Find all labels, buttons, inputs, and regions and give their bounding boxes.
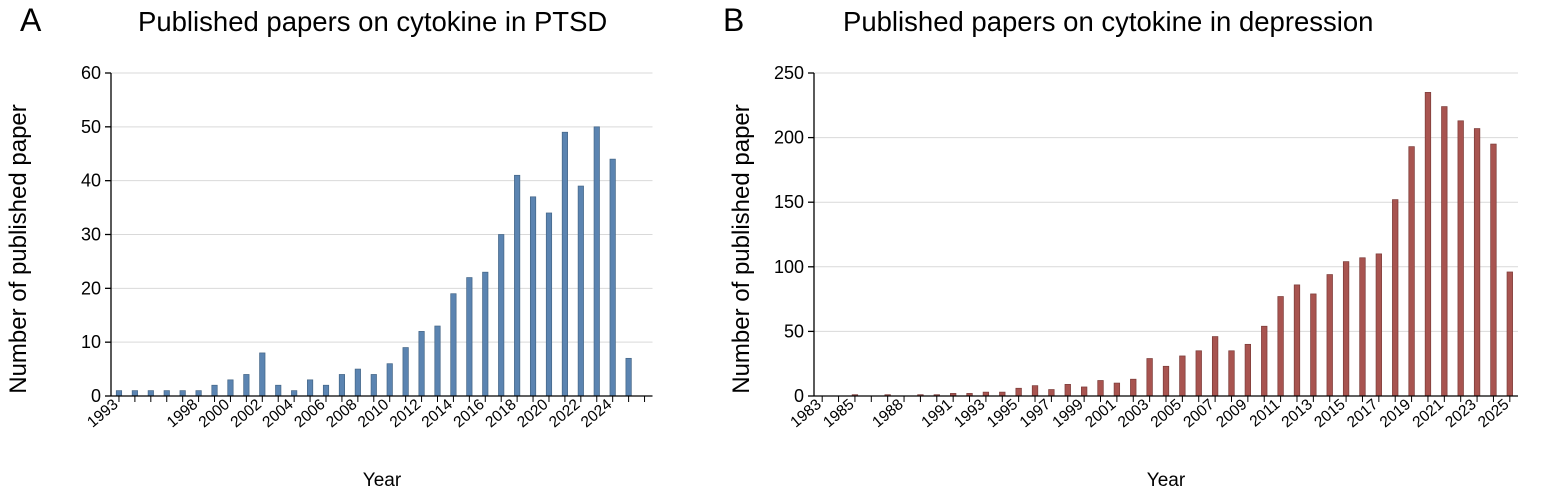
svg-text:2025: 2025 xyxy=(1475,396,1512,431)
svg-text:2022: 2022 xyxy=(546,396,583,431)
svg-text:2013: 2013 xyxy=(1279,396,1316,431)
svg-text:200: 200 xyxy=(774,128,804,148)
svg-text:2016: 2016 xyxy=(450,396,487,431)
svg-text:2005: 2005 xyxy=(1148,396,1185,431)
svg-text:1999: 1999 xyxy=(1049,396,1086,431)
svg-text:0: 0 xyxy=(794,386,804,406)
svg-text:20: 20 xyxy=(81,278,101,298)
svg-text:100: 100 xyxy=(774,257,804,277)
svg-text:150: 150 xyxy=(774,192,804,212)
svg-text:2011: 2011 xyxy=(1247,396,1283,430)
svg-text:50: 50 xyxy=(81,117,101,137)
svg-text:1985: 1985 xyxy=(820,396,857,431)
svg-text:60: 60 xyxy=(81,63,101,83)
svg-text:50: 50 xyxy=(784,321,804,341)
svg-text:2023: 2023 xyxy=(1442,396,1479,431)
svg-text:1991: 1991 xyxy=(918,396,955,431)
svg-text:2002: 2002 xyxy=(228,396,265,431)
svg-text:2021: 2021 xyxy=(1410,396,1447,431)
svg-text:2009: 2009 xyxy=(1213,396,1250,431)
svg-text:2003: 2003 xyxy=(1115,396,1152,431)
svg-text:2012: 2012 xyxy=(387,396,424,431)
svg-text:40: 40 xyxy=(81,171,101,191)
svg-text:1998: 1998 xyxy=(164,396,201,431)
svg-text:2007: 2007 xyxy=(1180,396,1217,431)
svg-text:2008: 2008 xyxy=(323,396,360,431)
svg-text:2018: 2018 xyxy=(482,396,519,431)
svg-text:2019: 2019 xyxy=(1377,396,1414,431)
svg-text:30: 30 xyxy=(81,225,101,245)
svg-text:10: 10 xyxy=(81,332,101,352)
svg-text:2015: 2015 xyxy=(1311,396,1348,431)
svg-text:2001: 2001 xyxy=(1082,396,1119,431)
svg-text:1993: 1993 xyxy=(84,396,121,431)
svg-text:2017: 2017 xyxy=(1344,396,1381,431)
svg-text:1988: 1988 xyxy=(869,396,906,431)
svg-text:1997: 1997 xyxy=(1017,396,1054,431)
svg-text:0: 0 xyxy=(91,386,101,406)
svg-text:250: 250 xyxy=(774,63,804,83)
svg-text:1993: 1993 xyxy=(951,396,988,431)
svg-text:1995: 1995 xyxy=(984,396,1021,431)
svg-text:2006: 2006 xyxy=(291,396,328,431)
